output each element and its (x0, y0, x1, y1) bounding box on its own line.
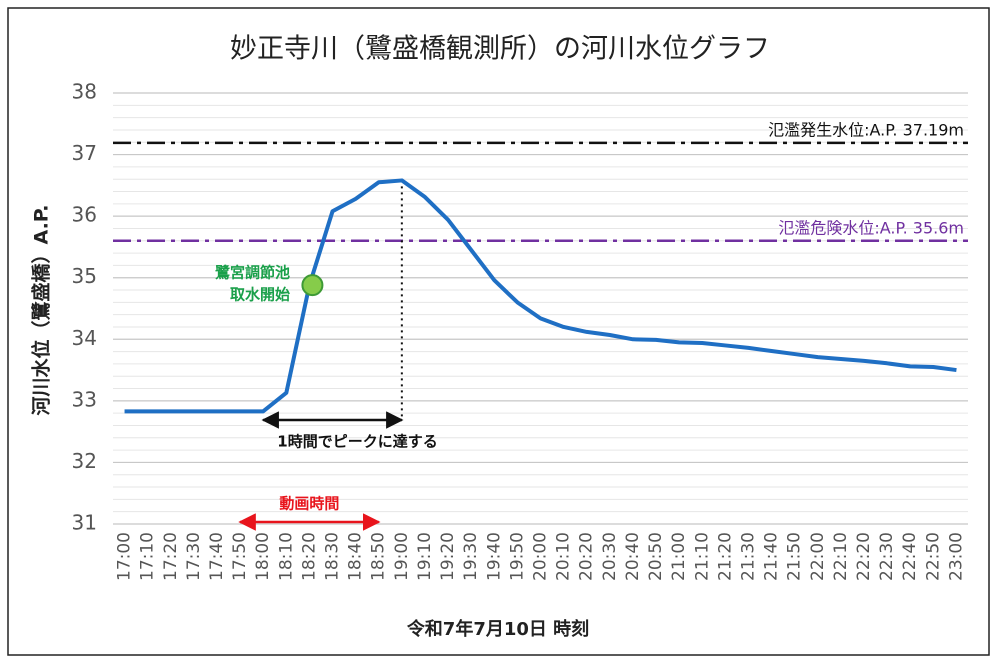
x-tick-label: 18:30 (323, 532, 343, 581)
x-tick-label: 18:40 (346, 532, 366, 581)
y-tick-label: 32 (72, 449, 97, 473)
x-tick-label: 17:40 (207, 532, 227, 581)
x-tick-label: 17:00 (115, 532, 135, 581)
y-tick-label: 37 (72, 141, 97, 165)
x-axis-label: 令和7年7月10日 時刻 (406, 618, 589, 640)
x-tick-label: 19:30 (461, 532, 481, 581)
x-tick-label: 17:20 (161, 532, 181, 581)
span-label: 1時間でピークに達する (277, 433, 437, 451)
x-tick-label: 17:10 (138, 532, 158, 581)
x-tick-label: 22:00 (808, 532, 828, 581)
y-tick-label: 34 (72, 326, 97, 350)
x-tick-label: 21:50 (785, 532, 805, 581)
x-tick-label: 18:00 (253, 532, 273, 581)
y-tick-label: 33 (72, 387, 97, 411)
x-tick-label: 20:50 (646, 532, 666, 581)
x-tick-label: 19:20 (438, 532, 458, 581)
x-tick-label: 22:40 (900, 532, 920, 581)
x-tick-label: 18:20 (299, 532, 319, 581)
x-tick-label: 22:20 (854, 532, 874, 581)
reference-label: 氾濫発生水位:A.P. 37.19m (768, 120, 964, 139)
annotation-label: 鷺宮調節池 (215, 264, 290, 282)
x-tick-label: 20:20 (577, 532, 597, 581)
x-tick-label: 21:40 (762, 532, 782, 581)
x-tick-label: 21:20 (715, 532, 735, 581)
x-tick-label: 18:50 (369, 532, 389, 581)
span-label: 動画時間 (279, 495, 339, 513)
x-tick-label: 23:00 (946, 532, 966, 581)
chart-title: 妙正寺川（鷺盛橋観測所）の河川水位グラフ (230, 34, 770, 65)
x-tick-label: 19:40 (484, 532, 504, 581)
x-tick-label: 22:30 (877, 532, 897, 581)
x-tick-label: 21:00 (669, 532, 689, 581)
y-tick-label: 38 (72, 80, 97, 104)
plot-area: 31 32 33 34 35 36 37 38 17:00 17:10 17:20 17:30 17:4… (72, 80, 968, 581)
x-tick-label: 19:00 (392, 532, 412, 581)
annotation-label: 取水開始 (230, 286, 290, 304)
x-tick-label: 17:30 (184, 532, 204, 581)
x-tick-label: 21:30 (738, 532, 758, 581)
x-tick-label: 21:10 (692, 532, 712, 581)
x-tick-label: 20:40 (623, 532, 643, 581)
x-tick-label: 20:00 (531, 532, 551, 581)
x-tick-label: 20:30 (600, 532, 620, 581)
x-tick-label: 19:10 (415, 532, 435, 581)
y-tick-label: 31 (72, 511, 97, 535)
x-tick-label: 22:10 (831, 532, 851, 581)
y-axis-label: 河川水位（鷺盛橋）A.P. (30, 205, 53, 416)
x-tick-label: 18:10 (276, 532, 296, 581)
x-tick-label: 19:50 (507, 532, 527, 581)
x-tick-label: 20:10 (554, 532, 574, 581)
y-tick-label: 36 (72, 203, 97, 227)
reference-label: 氾濫危険水位:A.P. 35.6m (778, 218, 964, 237)
frame (7, 7, 990, 656)
x-tick-label: 22:50 (923, 532, 943, 581)
y-tick-label: 35 (72, 264, 97, 288)
x-tick-label: 17:50 (230, 532, 250, 581)
annotation-point (301, 274, 324, 297)
